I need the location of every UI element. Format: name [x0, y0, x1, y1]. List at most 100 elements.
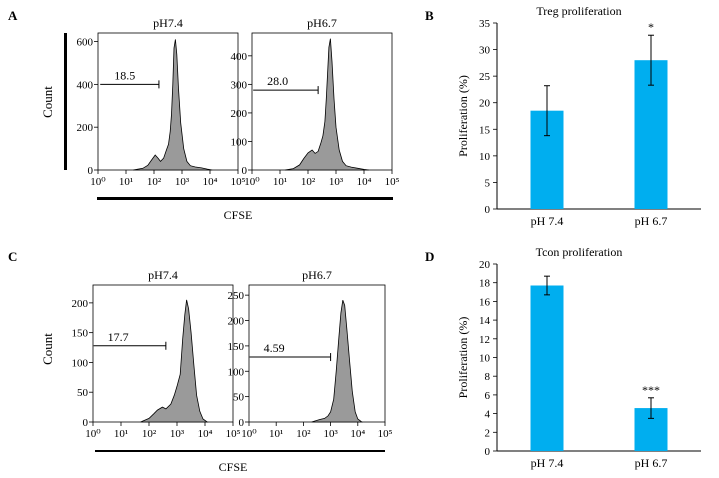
- x-tick-label: 10²: [301, 176, 316, 188]
- x-tick-label: 10¹: [119, 176, 133, 188]
- gate-percentage-label: 28.0: [267, 74, 288, 88]
- y-tick-label: 20: [479, 259, 491, 271]
- y-tick-label: 100: [231, 136, 248, 148]
- y-tick-label: 14: [479, 315, 491, 327]
- y-tick-label: 25: [479, 71, 491, 83]
- y-axis-label: Proliferation (%): [456, 75, 470, 157]
- category-label: pH 7.4: [531, 214, 564, 228]
- x-tick-label: 10⁰: [90, 176, 106, 188]
- x-tick-label: 10⁰: [241, 428, 257, 440]
- x-tick-label: 10⁴: [350, 428, 365, 440]
- histogram-area: [140, 299, 209, 423]
- y-tick-label: 4: [485, 409, 491, 421]
- y-tick-label: 0: [239, 417, 245, 429]
- x-tick-label: 10³: [323, 428, 338, 440]
- category-label: pH 7.4: [531, 456, 564, 470]
- y-tick-label: 12: [479, 334, 490, 346]
- bar: [530, 285, 564, 451]
- panel-letter-a: A: [8, 8, 18, 23]
- cfse-bar-c: [95, 450, 385, 452]
- gate-percentage-label: 4.59: [264, 341, 285, 355]
- count-label-c: Count: [40, 333, 55, 365]
- x-tick-label: 10⁰: [244, 176, 260, 188]
- y-tick-label: 200: [228, 316, 245, 328]
- category-label: pH 6.7: [635, 456, 668, 470]
- y-tick-label: 6: [485, 390, 491, 402]
- x-tick-label: 10⁵: [385, 176, 400, 188]
- y-tick-label: 0: [485, 446, 491, 458]
- bar-chart-treg: 0 5 10 15 20 25 30 35 pH 7.4 * pH 6.7 Treg prolifer…: [456, 4, 701, 228]
- y-tick-label: 0: [83, 417, 89, 429]
- histogram-title: pH7.4: [153, 16, 183, 30]
- y-tick-label: 150: [72, 328, 89, 340]
- histogram-a-ph74: 0 200 400 600 10⁰ 10¹ 10² 10³ 10⁴ 10⁵ 18.5 pH7.4: [77, 16, 246, 188]
- y-tick-label: 18: [479, 278, 491, 290]
- histogram-title: pH6.7: [307, 16, 337, 30]
- y-tick-label: 200: [77, 122, 94, 134]
- cfse-label-c: CFSE: [219, 460, 248, 474]
- y-tick-label: 0: [242, 165, 248, 177]
- histogram-c-ph67: 0 50 100 150 200 250 10⁰ 10¹ 10² 10³ 10⁴ 10⁵ 4.59 pH6…: [228, 268, 393, 440]
- y-tick-label: 2: [485, 427, 491, 439]
- x-tick-label: 10¹: [269, 428, 283, 440]
- y-tick-label: 30: [479, 45, 491, 57]
- x-tick-label: 10³: [329, 176, 344, 188]
- histogram-title: pH7.4: [148, 268, 178, 282]
- panel-letter-b: B: [425, 8, 434, 23]
- y-tick-label: 250: [228, 290, 245, 302]
- x-tick-label: 10⁰: [85, 428, 101, 440]
- category-label: pH 6.7: [635, 214, 668, 228]
- x-tick-label: 10⁴: [357, 176, 372, 188]
- chart-title: Treg proliferation: [536, 4, 621, 18]
- histogram-a-ph67: 0 100 200 300 400 10⁰ 10¹ 10² 10³ 10⁴ 10⁵ 28.0 pH6.7: [231, 16, 400, 188]
- y-tick-label: 8: [485, 371, 491, 383]
- x-tick-label: 10⁵: [226, 428, 241, 440]
- x-tick-label: 10²: [147, 176, 162, 188]
- gate-percentage-label: 18.5: [114, 68, 135, 82]
- x-tick-label: 10⁴: [203, 176, 218, 188]
- y-tick-label: 150: [228, 341, 245, 353]
- y-tick-label: 0: [485, 204, 491, 216]
- histogram-area: [133, 39, 213, 171]
- y-tick-label: 5: [485, 177, 491, 189]
- plot-frame: [92, 284, 234, 423]
- y-tick-label: 400: [231, 51, 248, 63]
- chart-title: Tcon proliferation: [536, 245, 623, 259]
- x-tick-label: 10³: [175, 176, 190, 188]
- x-tick-label: 10¹: [273, 176, 287, 188]
- x-tick-label: 10²: [296, 428, 311, 440]
- y-tick-label: 200: [231, 108, 248, 120]
- histogram-title: pH6.7: [302, 268, 332, 282]
- x-tick-label: 10⁵: [231, 176, 246, 188]
- y-axis-label: Proliferation (%): [456, 317, 470, 399]
- y-tick-label: 50: [233, 392, 245, 404]
- y-tick-label: 15: [479, 124, 491, 136]
- histogram-area: [284, 38, 369, 171]
- x-tick-label: 10⁵: [378, 428, 393, 440]
- y-tick-label: 600: [77, 37, 94, 49]
- y-tick-label: 100: [72, 357, 89, 369]
- x-tick-label: 10¹: [114, 428, 128, 440]
- y-tick-label: 10: [479, 151, 491, 163]
- cfse-label-a: CFSE: [224, 208, 253, 222]
- histogram-c-ph74: 0 50 100 150 200 10⁰ 10¹ 10² 10³ 10⁴ 10⁵ 17.7 pH7.4: [72, 268, 241, 440]
- y-tick-label: 200: [72, 298, 89, 310]
- y-tick-label: 0: [88, 165, 94, 177]
- y-tick-label: 50: [77, 387, 89, 399]
- cfse-bar-a: [97, 197, 393, 200]
- count-bar-a: [64, 33, 67, 170]
- y-tick-label: 300: [231, 79, 248, 91]
- histogram-area: [311, 300, 363, 423]
- count-label-a: Count: [40, 86, 55, 118]
- y-tick-label: 10: [479, 353, 491, 365]
- y-tick-label: 100: [228, 366, 245, 378]
- y-tick-label: 16: [479, 296, 491, 308]
- y-tick-label: 35: [479, 18, 491, 30]
- significance-mark: *: [648, 20, 654, 34]
- gate-percentage-label: 17.7: [108, 330, 129, 344]
- x-tick-label: 10²: [142, 428, 157, 440]
- x-tick-label: 10⁴: [198, 428, 213, 440]
- x-tick-label: 10³: [170, 428, 185, 440]
- bar-chart-tcon: 0 2 4 6 8 10 12 14 16 18 20 pH 7.4 *** pH 6.7 Tcon pro…: [456, 245, 701, 470]
